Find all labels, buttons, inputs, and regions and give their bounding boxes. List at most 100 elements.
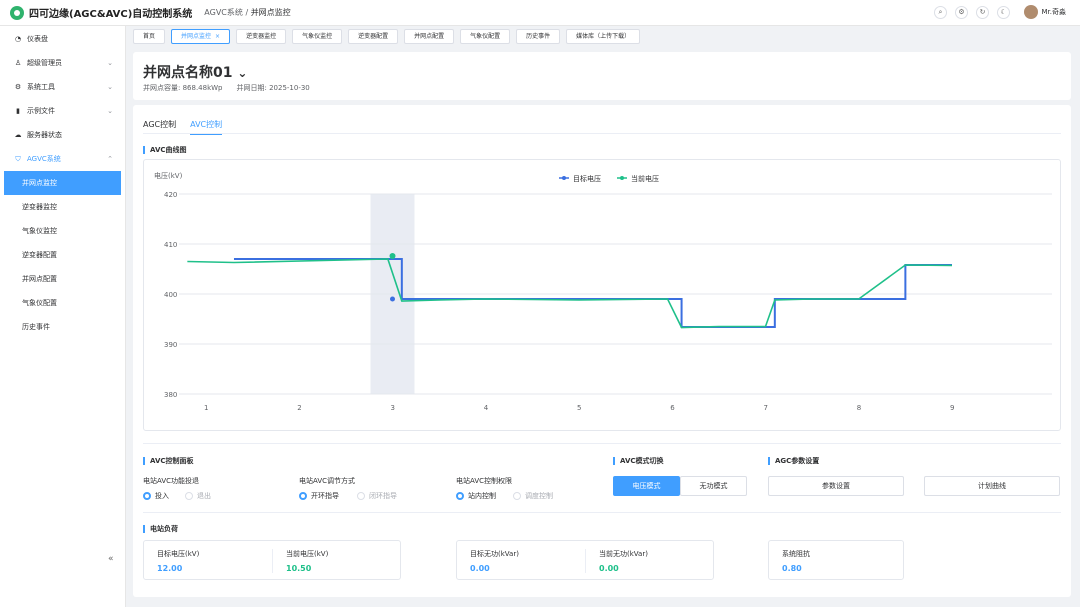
- user-menu[interactable]: Mr.奇淼: [1023, 5, 1067, 19]
- chevron-down-icon: ⌄: [107, 107, 113, 115]
- tab-weather-monitor[interactable]: 气象仪监控: [292, 29, 343, 44]
- divider: [143, 512, 1061, 513]
- legend-label: 当前电压: [631, 174, 659, 183]
- refresh-icon[interactable]: ↻: [976, 6, 989, 19]
- series-line-target: [233, 258, 952, 328]
- impedance-value: 0.80: [782, 564, 802, 573]
- divider: [585, 549, 586, 573]
- chevron-down-icon: ⌄: [107, 59, 113, 67]
- sidebar-sub-inverter-monitor[interactable]: 逆变器监控: [22, 203, 57, 211]
- page-header: 并网点名称01 ⌄ 并网点容量: 868.48kWp 并网日期: 2025-10-…: [133, 52, 1071, 100]
- target-voltage-value: 12.00: [157, 564, 183, 573]
- current-voltage-label: 当前电压(kV): [286, 550, 329, 558]
- avc-chart: 420 410 400 390 380 电压(kV) 1 2 3 4 5 6 7 8 9 目标电压 当前电压: [143, 159, 1061, 431]
- top-bar: 四可边缘(AGC&AVC)自动控制系统 AGVC系统 / 并网点监控 ⌕ ⚙ ↻…: [0, 0, 1080, 26]
- divider: [143, 133, 1061, 134]
- collapse-sidebar-icon[interactable]: «: [108, 554, 114, 564]
- x-tick-label: 5: [577, 404, 581, 412]
- x-tick-label: 1: [204, 404, 208, 412]
- sidebar-item-tools[interactable]: ⚙ 系统工具 ⌄: [14, 83, 113, 91]
- radio-disable[interactable]: 退出: [185, 491, 211, 501]
- tab-grid-config[interactable]: 并网点配置: [404, 29, 455, 44]
- sidebar-sub-weather-config[interactable]: 气象仪配置: [22, 299, 57, 307]
- chevron-up-icon: ⌃: [107, 155, 113, 163]
- tab-grid-monitor[interactable]: 并网点监控 ×: [171, 29, 231, 44]
- x-tick-label: 8: [857, 404, 861, 412]
- sidebar-item-agvc[interactable]: ⛉ AGVC系统 ⌃: [15, 155, 113, 163]
- app-title: 四可边缘(AGC&AVC)自动控制系统: [29, 9, 193, 20]
- chart-icon: ▮: [16, 107, 20, 115]
- target-reactive-value: 0.00: [470, 564, 490, 573]
- gear-icon[interactable]: ⚙: [955, 6, 968, 19]
- target-reactive-label: 目标无功(kVar): [470, 550, 519, 558]
- sidebar-sub-weather-monitor[interactable]: 气象仪监控: [22, 227, 57, 235]
- reactive-card: 目标无功(kVar) 0.00 当前无功(kVar) 0.00: [456, 540, 714, 580]
- capacity-text: 并网点容量: 868.48kWp: [143, 84, 223, 92]
- search-icon[interactable]: ⌕: [934, 6, 947, 19]
- close-icon[interactable]: ×: [215, 33, 221, 40]
- y-tick-label: 400: [164, 291, 177, 299]
- x-tick-label: 7: [764, 404, 768, 412]
- divider: [143, 443, 1061, 444]
- page-title[interactable]: 并网点名称01 ⌄: [143, 65, 248, 81]
- voltage-card: 目标电压(kV) 12.00 当前电压(kV) 10.50: [143, 540, 401, 580]
- tab-weather-config[interactable]: 气象仪配置: [460, 29, 511, 44]
- plan-curve-button[interactable]: 计划曲线: [924, 476, 1060, 496]
- series-line-current: [187, 258, 953, 329]
- tab-media[interactable]: 媒体库（上传下载）: [566, 29, 641, 44]
- sidebar-item-server[interactable]: ☁ 服务器状态: [14, 131, 63, 139]
- param-settings-button[interactable]: 参数设置: [768, 476, 904, 496]
- tab-inverter-monitor[interactable]: 逆变器监控: [236, 29, 287, 44]
- sidebar-item-examples[interactable]: ▮ 示例文件 ⌄: [0, 99, 125, 123]
- radio-closed-loop[interactable]: 闭环指导: [357, 491, 397, 501]
- current-voltage-value: 10.50: [286, 564, 312, 573]
- radio-dispatch-control[interactable]: 调度控制: [513, 491, 553, 501]
- tab-home[interactable]: 首页: [133, 29, 166, 44]
- main-panel: AGC控制 AVC控制 AVC曲线图 420 410 400 390 380 电压(kV)…: [133, 105, 1071, 597]
- legend-label: 目标电压: [573, 174, 601, 183]
- sidebar: ◔ 仪表盘 ♙ 超级管理员 ⌄ ⚙ 系统工具 ⌄ ▮ 示例文件 ⌄ ☁ 服务器状态 ⛉ AGVC系…: [0, 26, 126, 607]
- current-reactive-label: 当前无功(kVar): [599, 550, 648, 558]
- highlight-point-current: [389, 253, 396, 259]
- avatar: [1023, 5, 1038, 19]
- sidebar-sub-grid-monitor[interactable]: 并网点监控: [4, 171, 121, 195]
- chart-svg: 420 410 400 390 380 电压(kV) 1 2 3 4 5 6 7 8 9 目标电压 当前电压: [154, 171, 1052, 412]
- tab-history[interactable]: 历史事件: [516, 29, 561, 44]
- x-tick-label: 2: [297, 404, 301, 412]
- section-title-mode: AVC模式切换: [613, 457, 664, 465]
- cloud-icon: ☁: [14, 131, 22, 139]
- tab-bar: 首页 并网点监控 × 逆变器监控 气象仪监控 逆变器配置 并网点配置 气象仪配置 …: [133, 29, 641, 44]
- voltage-mode-button[interactable]: 电压模式: [613, 476, 680, 496]
- x-tick-label: 9: [950, 404, 954, 412]
- sidebar-sub-history[interactable]: 历史事件: [22, 323, 50, 331]
- moon-icon[interactable]: ☾: [997, 6, 1010, 19]
- sidebar-item-dashboard[interactable]: ◔ 仪表盘: [14, 35, 48, 43]
- radio-open-loop[interactable]: 开环指导: [299, 491, 339, 501]
- impedance-card: 系统阻抗 0.80: [768, 540, 904, 580]
- radio-enable[interactable]: 投入: [143, 491, 169, 501]
- tab-avc-control[interactable]: AVC控制: [190, 119, 223, 135]
- y-tick-label: 380: [164, 391, 177, 399]
- sidebar-item-admin[interactable]: ♙ 超级管理员 ⌄: [14, 59, 113, 67]
- reactive-mode-button[interactable]: 无功模式: [680, 476, 747, 496]
- section-title-curve: AVC曲线图: [143, 146, 187, 154]
- sidebar-sub-inverter-config[interactable]: 逆变器配置: [22, 251, 57, 259]
- date-text: 并网日期: 2025-10-30: [236, 84, 310, 92]
- breadcrumb-root[interactable]: AGVC系统: [204, 8, 243, 17]
- breadcrumb-current: 并网点监控: [250, 8, 291, 17]
- chevron-down-icon[interactable]: ⌄: [237, 66, 248, 80]
- radio-station-control[interactable]: 站内控制: [456, 491, 496, 501]
- sidebar-sub-grid-config[interactable]: 并网点配置: [22, 275, 57, 283]
- x-tick-label: 4: [484, 404, 489, 412]
- user-name: Mr.奇淼: [1041, 8, 1067, 16]
- y-axis-label: 电压(kV): [154, 171, 183, 180]
- tab-inverter-config[interactable]: 逆变器配置: [348, 29, 399, 44]
- current-reactive-value: 0.00: [599, 564, 619, 573]
- y-tick-label: 410: [164, 241, 177, 249]
- legend-marker: [620, 176, 624, 180]
- gauge-icon: ◔: [14, 35, 22, 43]
- chevron-down-icon: ⌄: [107, 83, 113, 91]
- breadcrumb: AGVC系统 / 并网点监控: [204, 8, 291, 17]
- user-icon: ♙: [14, 59, 22, 67]
- tab-agc-control[interactable]: AGC控制: [143, 120, 177, 129]
